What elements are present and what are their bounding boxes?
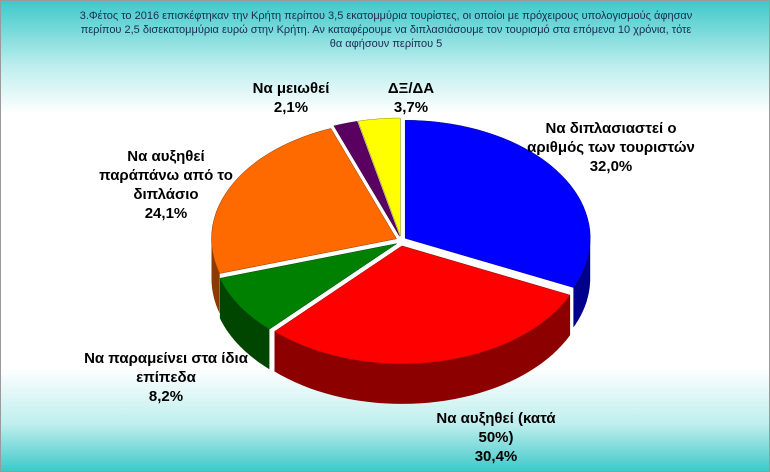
data-label: Να αυξηθεί (κατά 50%) 30,4% xyxy=(421,409,571,466)
slice xyxy=(357,117,401,237)
value-label: 2,1% xyxy=(273,99,309,116)
category-label: ΔΞ/ΔΑ xyxy=(387,80,435,97)
slice xyxy=(274,245,571,365)
slice xyxy=(211,128,397,274)
category-label: Να παραμείνει στα ίδια επίπεδα xyxy=(84,350,248,386)
data-label: Να παραμείνει στα ίδια επίπεδα 8,2% xyxy=(71,349,261,406)
slice xyxy=(404,120,591,288)
chart-title: 3.Φέτος το 2016 επισκέφτηκαν την Κρήτη π… xyxy=(79,10,693,50)
value-label: 30,4% xyxy=(474,448,518,465)
slice xyxy=(219,243,397,330)
slice-side xyxy=(211,238,220,314)
slice xyxy=(333,121,400,237)
value-label: 32,0% xyxy=(589,158,633,175)
data-label: Να μειωθεί 2,1% xyxy=(241,79,341,117)
slice-side xyxy=(274,295,571,404)
category-label: Να αυξηθεί (κατά 50%) xyxy=(436,410,556,446)
data-label: ΔΞ/ΔΑ 3,7% xyxy=(371,79,451,117)
data-label: Να διπλασιαστεί ο αριθμός των τουριστών 3… xyxy=(526,119,696,176)
slice-side xyxy=(573,238,591,328)
value-label: 8,2% xyxy=(148,388,184,405)
value-label: 3,7% xyxy=(393,99,429,116)
data-label: Να αυξηθεί παράπάνω από το διπλάσιο 24,1% xyxy=(91,147,241,223)
category-label: Να αυξηθεί παράπάνω από το διπλάσιο xyxy=(99,148,233,203)
category-label: Να μειωθεί xyxy=(252,80,330,97)
category-label: Να διπλασιαστεί ο αριθμός των τουριστών xyxy=(527,120,695,156)
slice-side xyxy=(219,278,270,370)
value-label: 24,1% xyxy=(144,205,188,222)
